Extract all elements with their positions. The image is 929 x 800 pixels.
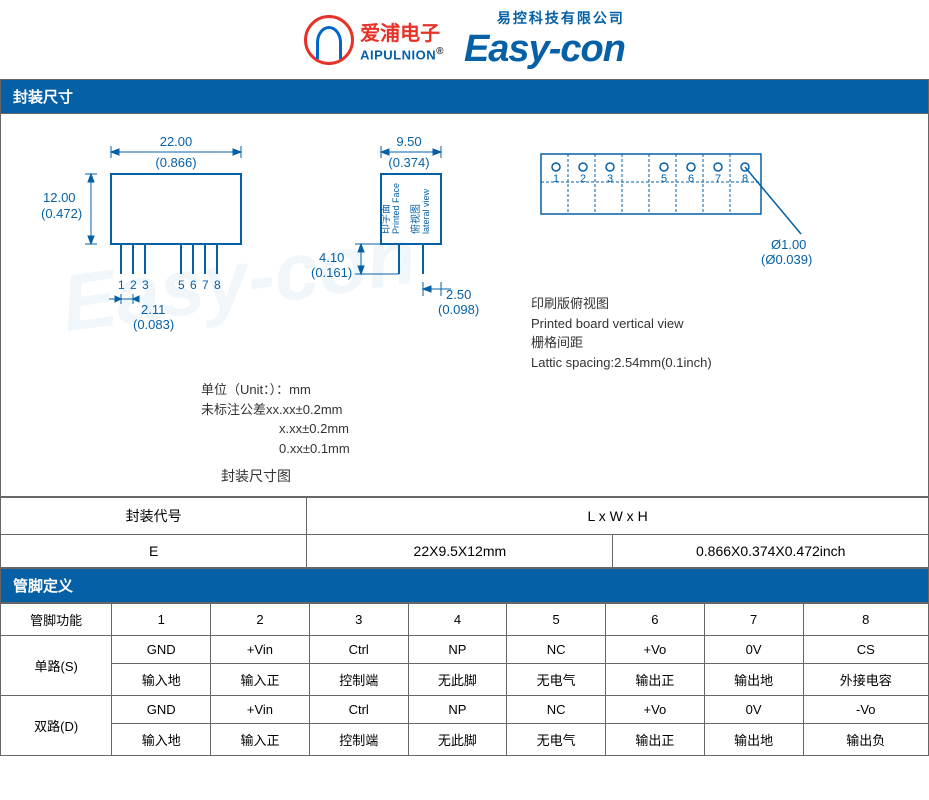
unit-line1: 单位（Unit：）：mm: [201, 380, 888, 400]
aipulnion-icon: [304, 15, 354, 65]
unit-line3: x.xx±0.2mm: [279, 419, 888, 439]
svg-text:(0.374): (0.374): [388, 155, 429, 170]
svg-text:12.00: 12.00: [43, 190, 76, 205]
aipulnion-cn: 爱浦电子: [360, 17, 444, 46]
pin-row-dual-1: 双路(D) GND +Vin Ctrl NP NC +Vo 0V -Vo: [1, 696, 929, 724]
svg-text:1: 1: [553, 173, 559, 185]
svg-text:5: 5: [178, 278, 185, 292]
svg-text:5: 5: [661, 173, 667, 185]
svg-text:2.11: 2.11: [141, 302, 165, 317]
pkg-inch: 0.866X0.374X0.472inch: [613, 535, 929, 568]
pin-row-single-1: 单路(S) GND +Vin Ctrl NP NC +Vo 0V CS: [1, 636, 929, 664]
svg-text:8: 8: [214, 278, 221, 292]
lattice-cn: 栅格间距: [531, 333, 831, 353]
svg-text:Ø1.00: Ø1.00: [771, 237, 806, 252]
pin-row-single-2: 输入地 输入正 控制端 无此脚 无电气 输出正 输出地 外接电容: [1, 664, 929, 696]
front-view-figure: 22.00 (0.866) 12.00 (0.472) 1 2 3 5 6 7 …: [41, 134, 251, 334]
package-size-table: 封装代号 L x W x H E 22X9.5X12mm 0.866X0.374…: [0, 497, 929, 568]
svg-text:(Ø0.039): (Ø0.039): [761, 252, 812, 267]
section-pin-header: 管脚定义: [0, 568, 929, 603]
pin-row-dual-2: 输入地 输入正 控制端 无此脚 无电气 输出正 输出地 输出负: [1, 724, 929, 756]
svg-text:(0.098): (0.098): [438, 302, 479, 317]
section-package-header: 封装尺寸: [0, 79, 929, 114]
unit-notes: 单位（Unit：）：mm 未标注公差xx.xx±0.2mm x.xx±0.2mm…: [201, 380, 888, 458]
package-caption: 封装尺寸图: [221, 466, 888, 486]
svg-text:(0.866): (0.866): [155, 155, 196, 170]
package-diagram-area: Easy-con: [0, 114, 929, 497]
svg-text:6: 6: [190, 278, 197, 292]
pkg-code: E: [1, 535, 307, 568]
pkg-h2: L x W x H: [307, 498, 929, 535]
svg-text:4.10: 4.10: [319, 250, 344, 265]
unit-line2: 未标注公差xx.xx±0.2mm: [201, 400, 888, 420]
svg-text:lateral view: lateral view: [421, 188, 431, 234]
easycon-cn: 易控科技有限公司: [497, 8, 625, 28]
aipulnion-logo: 爱浦电子 AIPULNION®: [304, 15, 444, 65]
lattice-en: Lattic spacing:2.54mm(0.1inch): [531, 353, 831, 373]
top-caption-en: Printed board vertical view: [531, 314, 831, 334]
svg-text:8: 8: [742, 173, 748, 185]
svg-text:(0.161): (0.161): [311, 265, 352, 280]
svg-text:3: 3: [142, 278, 149, 292]
svg-text:2: 2: [130, 278, 137, 292]
pkg-mm: 22X9.5X12mm: [307, 535, 613, 568]
svg-text:3: 3: [607, 173, 613, 185]
svg-text:7: 7: [715, 173, 721, 185]
svg-text:2.50: 2.50: [446, 287, 471, 302]
unit-line4: 0.xx±0.1mm: [279, 439, 888, 459]
top-caption-cn: 印刷版俯视图: [531, 294, 831, 314]
pkg-h1: 封装代号: [1, 498, 307, 535]
side-view-figure: 9.50 (0.374) 印字面 Printed Face 俯视图 latera…: [301, 134, 481, 334]
pin-definition-table: 管脚功能 1 2 3 4 5 6 7 8 单路(S) GND +Vin Ctrl…: [0, 603, 929, 756]
svg-text:(0.472): (0.472): [41, 206, 82, 221]
svg-text:1: 1: [118, 278, 125, 292]
svg-text:9.50: 9.50: [396, 134, 421, 149]
svg-text:6: 6: [688, 173, 694, 185]
aipulnion-en: AIPULNION®: [360, 46, 444, 62]
svg-text:7: 7: [202, 278, 209, 292]
top-view-figure: 1 2 3 5 6 7 8 Ø1.00 (Ø0.039) 印刷版俯视图 Prin…: [531, 134, 831, 372]
svg-text:Printed Face: Printed Face: [391, 183, 401, 234]
easycon-en: Easy-con: [464, 28, 625, 71]
svg-text:2: 2: [580, 173, 586, 185]
easycon-logo: 易控科技有限公司 Easy-con: [464, 8, 625, 71]
svg-text:(0.083): (0.083): [133, 317, 174, 332]
svg-text:22.00: 22.00: [160, 134, 193, 149]
pin-header-row: 管脚功能 1 2 3 4 5 6 7 8: [1, 604, 929, 636]
top-view-notes: 印刷版俯视图 Printed board vertical view 栅格间距 …: [531, 294, 831, 372]
header-logos: 爱浦电子 AIPULNION® 易控科技有限公司 Easy-con: [0, 0, 929, 79]
